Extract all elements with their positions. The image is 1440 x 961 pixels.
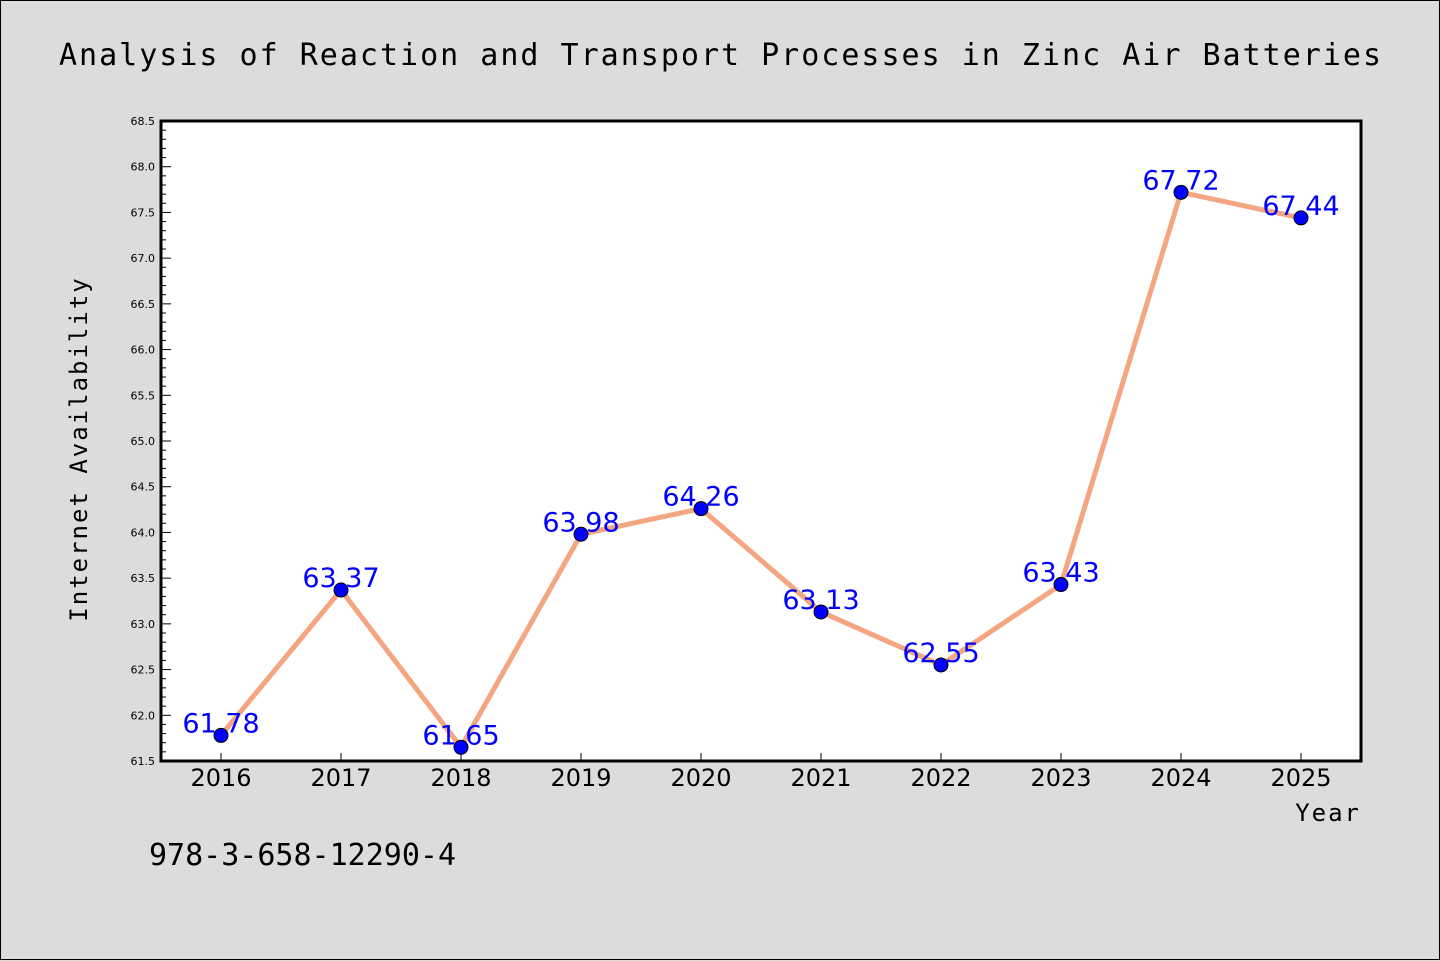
- marker-group: [213, 184, 1309, 755]
- series-line: [218, 189, 1304, 750]
- x-tick-label: 2025: [1270, 764, 1331, 792]
- y-tick-label: 62.5: [131, 664, 156, 677]
- isbn-annotation: 978-3-658-12290-4: [149, 838, 456, 873]
- y-tick-label: 63.0: [131, 618, 156, 631]
- x-axis: 2016 2017 2018 2019 2020 2021 2022 2023 2024 2025: [190, 753, 1332, 792]
- y-tick-label: 67.0: [131, 252, 156, 265]
- x-tick-label: 2020: [670, 764, 731, 792]
- data-label: 63.37: [302, 563, 379, 594]
- data-point: [813, 604, 829, 620]
- data-label: 61.65: [422, 720, 499, 751]
- data-point: [213, 727, 229, 743]
- data-label: 67.44: [1262, 191, 1339, 222]
- data-point: [573, 526, 589, 542]
- x-tick-label: 2016: [190, 764, 251, 792]
- x-tick-label: 2019: [550, 764, 611, 792]
- data-point: [333, 582, 349, 598]
- y-tick-label: 61.5: [131, 755, 156, 768]
- data-point: [693, 501, 709, 517]
- data-label: 63.13: [782, 585, 859, 616]
- plot-area: [159, 119, 1363, 763]
- y-tick-label: 68.0: [131, 161, 156, 174]
- y-axis-label: Internet Availability: [65, 276, 93, 621]
- x-tick-label: 2023: [1030, 764, 1091, 792]
- data-label-group: 61.78 63.37 61.65 63.98 64.26 63.13 62.55 63.43…: [182, 165, 1339, 751]
- data-label: 67.72: [1142, 165, 1219, 196]
- chart-title: Analysis of Reaction and Transport Proce…: [59, 38, 1383, 73]
- x-axis-label: Year: [1295, 799, 1361, 827]
- y-tick-label: 67.5: [131, 206, 156, 219]
- data-label: 64.26: [662, 482, 739, 513]
- data-point: [1173, 184, 1189, 200]
- data-point: [453, 739, 469, 755]
- data-label: 63.43: [1022, 558, 1099, 589]
- data-point: [933, 657, 949, 673]
- y-tick-label: 68.5: [131, 115, 156, 128]
- y-tick-label: 65.0: [131, 435, 156, 448]
- y-tick-label: 64.5: [131, 481, 156, 494]
- x-tick-label: 2024: [1150, 764, 1211, 792]
- x-tick-label: 2021: [790, 764, 851, 792]
- y-tick-label: 66.5: [131, 298, 156, 311]
- series-line-group: [218, 189, 1304, 750]
- x-tick-label: 2018: [430, 764, 491, 792]
- data-label: 61.78: [182, 708, 259, 739]
- y-tick-label: 66.0: [131, 344, 156, 357]
- x-tick-label: 2017: [310, 764, 371, 792]
- x-tick-label: 2022: [910, 764, 971, 792]
- data-point: [1053, 577, 1069, 593]
- y-tick-label: 65.5: [131, 389, 156, 402]
- data-label: 63.98: [542, 507, 619, 538]
- y-axis: 61.5 62.0 62.5 63.0 63.5 64.0 64.5 65.0 65.5 66.0…: [131, 115, 171, 768]
- y-tick-label: 64.0: [131, 526, 156, 539]
- y-tick-label: 63.5: [131, 572, 156, 585]
- data-label: 62.55: [902, 638, 979, 669]
- data-point: [1293, 210, 1309, 226]
- y-tick-label: 62.0: [131, 709, 156, 722]
